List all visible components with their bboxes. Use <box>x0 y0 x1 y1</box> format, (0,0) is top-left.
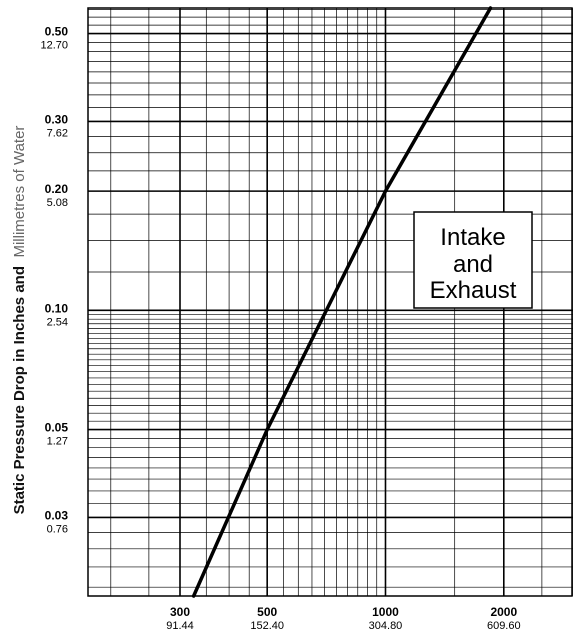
x-tick-sublabel: 152.40 <box>250 620 284 632</box>
y-tick-label: 0.03 <box>45 508 69 522</box>
x-tick-sublabel: 609.60 <box>487 620 521 632</box>
y-tick-sublabel: 1.27 <box>47 436 68 448</box>
y-tick-sublabel: 5.08 <box>47 197 68 209</box>
y-tick-sublabel: 2.54 <box>47 316 68 328</box>
y-axis-label-bold: Static Pressure Drop in Inches and <box>11 266 28 514</box>
y-tick-label: 0.10 <box>45 301 69 315</box>
x-tick-sublabel: 91.44 <box>166 620 194 632</box>
y-axis-label-light: Millimetres of Water <box>11 126 28 258</box>
y-tick-label: 0.05 <box>45 421 69 435</box>
x-tick-label: 1000 <box>372 605 399 619</box>
y-tick-label: 0.50 <box>45 25 69 39</box>
annotation-line-1: Intake <box>440 224 505 251</box>
annotation-line-2: and <box>453 251 493 278</box>
y-tick-sublabel: 12.70 <box>40 40 68 52</box>
plot-frame <box>87 7 573 597</box>
x-tick-label: 2000 <box>490 605 517 619</box>
annotation-box: Intake and Exhaust <box>413 211 533 309</box>
y-axis-label: Static Pressure Drop in Inches and Milli… <box>11 126 28 515</box>
x-tick-label: 500 <box>257 605 277 619</box>
annotation-frame <box>413 211 533 309</box>
x-tick-sublabel: 304.80 <box>369 620 403 632</box>
series-layer <box>191 6 493 598</box>
x-tick-label: 300 <box>170 605 190 619</box>
y-tick-label: 0.20 <box>45 182 69 196</box>
y-tick-label: 0.30 <box>45 112 69 126</box>
annotation-line-3: Exhaust <box>430 277 517 304</box>
series-line-0 <box>191 6 493 598</box>
y-tick-sublabel: 7.62 <box>47 127 68 139</box>
y-tick-sublabel: 0.76 <box>47 523 68 535</box>
